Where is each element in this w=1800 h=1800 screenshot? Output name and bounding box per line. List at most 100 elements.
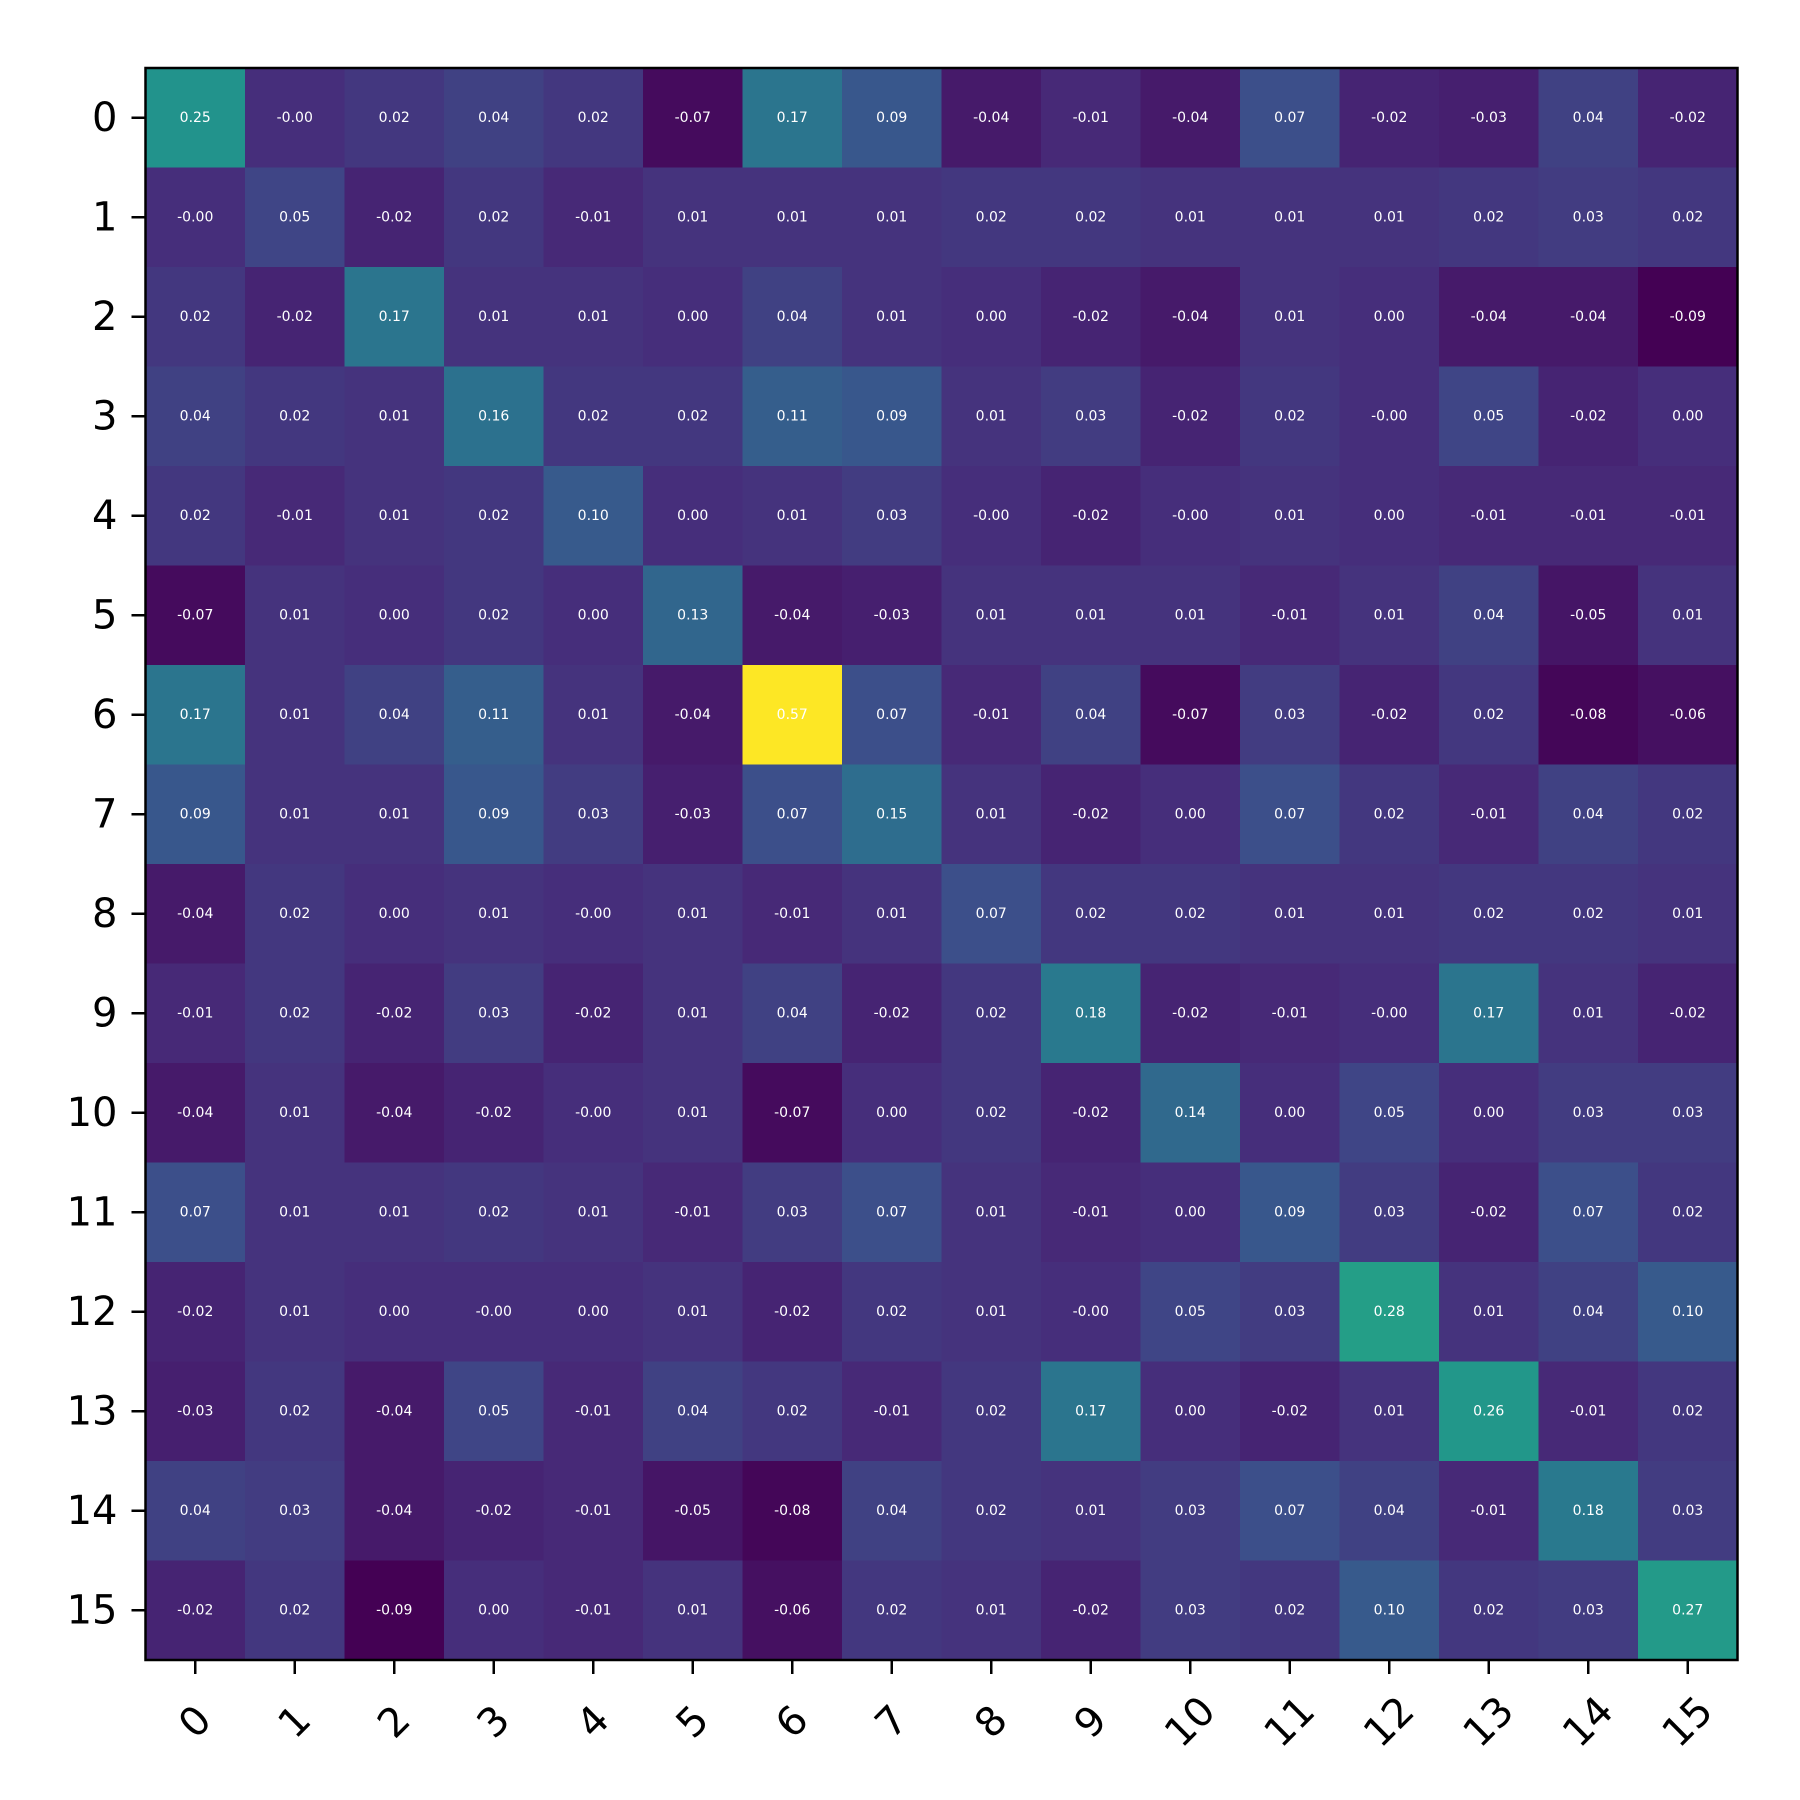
cell-value-label: 0.03 <box>1573 1105 1604 1121</box>
heatmap-cell <box>145 1162 246 1263</box>
cell-value-label: 0.07 <box>876 707 907 723</box>
heatmap-cell <box>444 167 545 268</box>
heatmap-cell <box>145 963 246 1064</box>
cell-value-label: 0.04 <box>876 1503 907 1519</box>
cell-value-label: 0.01 <box>279 806 310 822</box>
cell-value-label: 0.11 <box>478 707 509 723</box>
heatmap-cell <box>1439 1361 1540 1462</box>
cell-value-label: 0.17 <box>1473 1005 1504 1021</box>
cell-value-label: 0.01 <box>379 508 410 524</box>
cell-value-label: -0.01 <box>874 1403 910 1419</box>
cell-value-label: 0.00 <box>677 508 708 524</box>
heatmap-cell <box>1638 764 1739 865</box>
cell-value-label: -0.01 <box>1570 1403 1606 1419</box>
cell-value-label: -0.01 <box>575 1503 611 1519</box>
heatmap-cell <box>444 1461 545 1562</box>
heatmap-cell <box>543 1461 644 1562</box>
cell-value-label: 0.04 <box>478 110 509 126</box>
cell-value-label: -0.03 <box>177 1403 213 1419</box>
heatmap-cell <box>543 1361 644 1462</box>
cell-value-label: 0.11 <box>777 408 808 424</box>
y-tick-label: 15 <box>67 1587 118 1633</box>
heatmap-cell <box>145 68 246 169</box>
heatmap-cell <box>1339 864 1440 965</box>
heatmap-cell <box>1439 68 1540 169</box>
heatmap-cell <box>1240 466 1341 567</box>
cell-value-label: -0.02 <box>1172 1005 1208 1021</box>
heatmap-cell <box>742 665 843 766</box>
heatmap-cell <box>344 68 445 169</box>
cell-value-label: -0.03 <box>1471 110 1507 126</box>
cell-value-label: 0.01 <box>1274 309 1305 325</box>
heatmap-cell <box>1339 1063 1440 1164</box>
cell-value-label: -0.04 <box>376 1105 412 1121</box>
heatmap-cell <box>1538 366 1639 467</box>
cell-value-label: 0.01 <box>1075 1503 1106 1519</box>
heatmap-cell <box>1240 764 1341 865</box>
heatmap-cell <box>145 565 246 666</box>
cell-value-label: -0.02 <box>1073 806 1109 822</box>
cell-value-label: 0.26 <box>1473 1403 1504 1419</box>
cell-value-label: 0.04 <box>1075 707 1106 723</box>
cell-value-label: 0.00 <box>478 1602 509 1618</box>
cell-value-label: 0.17 <box>1075 1403 1106 1419</box>
heatmap-cell <box>1638 1560 1739 1661</box>
heatmap-cell <box>742 963 843 1064</box>
heatmap-cell <box>543 366 644 467</box>
heatmap-cell <box>344 764 445 865</box>
plot-frame <box>144 66 1739 1662</box>
cell-value-label: 0.01 <box>677 1105 708 1121</box>
cell-value-label: 0.03 <box>1573 1602 1604 1618</box>
heatmap-cell <box>344 665 445 766</box>
heatmap-cell <box>344 1560 445 1661</box>
heatmap-cell <box>1538 1361 1639 1462</box>
heatmap-cell <box>643 1262 744 1363</box>
heatmap-cell <box>842 68 943 169</box>
heatmap-cell <box>842 366 943 467</box>
cell-value-label: 0.03 <box>876 508 907 524</box>
heatmap-cell <box>742 267 843 368</box>
heatmap-cell <box>1439 1560 1540 1661</box>
heatmap-cell <box>941 1461 1042 1562</box>
cell-value-label: 0.14 <box>1175 1105 1206 1121</box>
cell-value-label: 0.03 <box>1274 1304 1305 1320</box>
heatmap-cell <box>1240 1262 1341 1363</box>
heatmap-cell <box>1538 267 1639 368</box>
heatmap-cell <box>1140 1461 1241 1562</box>
cell-value-label: -0.05 <box>675 1503 711 1519</box>
heatmap-cell <box>842 565 943 666</box>
cell-value-label: -0.00 <box>1073 1304 1109 1320</box>
cell-value-label: 0.02 <box>279 408 310 424</box>
heatmap-cell <box>1041 68 1142 169</box>
heatmap-cell <box>1140 466 1241 567</box>
heatmap-cell <box>344 963 445 1064</box>
heatmap-cell <box>1339 764 1440 865</box>
heatmap-cell <box>1240 864 1341 965</box>
cell-value-label: 0.01 <box>1075 607 1106 623</box>
cell-value-label: 0.01 <box>379 408 410 424</box>
heatmap-cell <box>543 1262 644 1363</box>
heatmap-cell <box>1439 1461 1540 1562</box>
cell-value-label: 0.25 <box>180 110 211 126</box>
heatmap-cell <box>842 1461 943 1562</box>
cell-value-label: 0.01 <box>1274 508 1305 524</box>
heatmap-cell <box>444 1262 545 1363</box>
cell-value-label: 0.00 <box>1374 508 1405 524</box>
cell-value-label: 0.10 <box>578 508 609 524</box>
heatmap-cell <box>444 864 545 965</box>
heatmap-cell <box>245 267 346 368</box>
heatmap-cell <box>643 1162 744 1263</box>
heatmap-cell <box>842 1162 943 1263</box>
cell-value-label: -0.04 <box>1570 309 1606 325</box>
cell-value-label: 0.02 <box>478 209 509 225</box>
heatmap-cell <box>245 1361 346 1462</box>
heatmap-cell <box>1140 68 1241 169</box>
heatmap-cell <box>1240 1560 1341 1661</box>
cell-value-label: 0.07 <box>1274 806 1305 822</box>
heatmap-cell <box>444 1361 545 1462</box>
cell-value-label: 0.04 <box>1473 607 1504 623</box>
cell-value-label: 0.01 <box>876 309 907 325</box>
cell-value-label: 0.02 <box>1672 1403 1703 1419</box>
cell-value-label: 0.02 <box>279 1403 310 1419</box>
